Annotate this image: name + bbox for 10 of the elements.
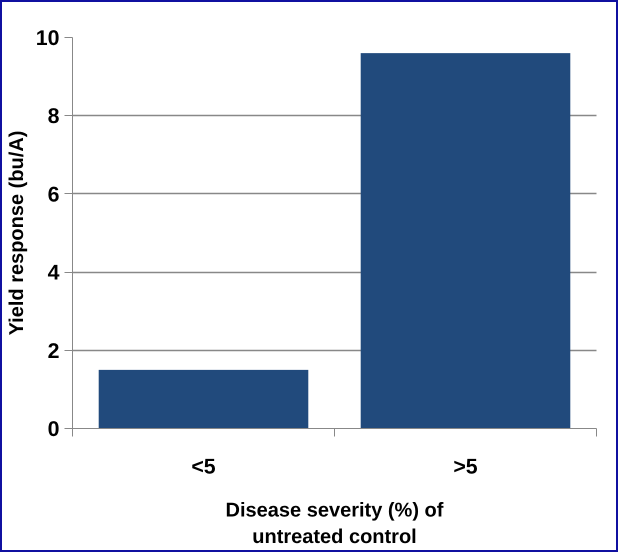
- x-tick-label: <5: [191, 454, 216, 478]
- x-tick-label: >5: [453, 454, 478, 478]
- y-tick-label: 8: [48, 104, 60, 128]
- y-tick-label: 4: [48, 260, 60, 285]
- y-tick-label: 0: [48, 417, 60, 441]
- x-axis-title: Disease severity (%) of untreated control: [226, 500, 444, 548]
- y-tick-label: 2: [48, 338, 60, 363]
- y-axis-title: Yield response (bu/A): [6, 130, 28, 336]
- y-tick-label: 10: [36, 26, 60, 50]
- y-tick-label: 6: [48, 182, 60, 206]
